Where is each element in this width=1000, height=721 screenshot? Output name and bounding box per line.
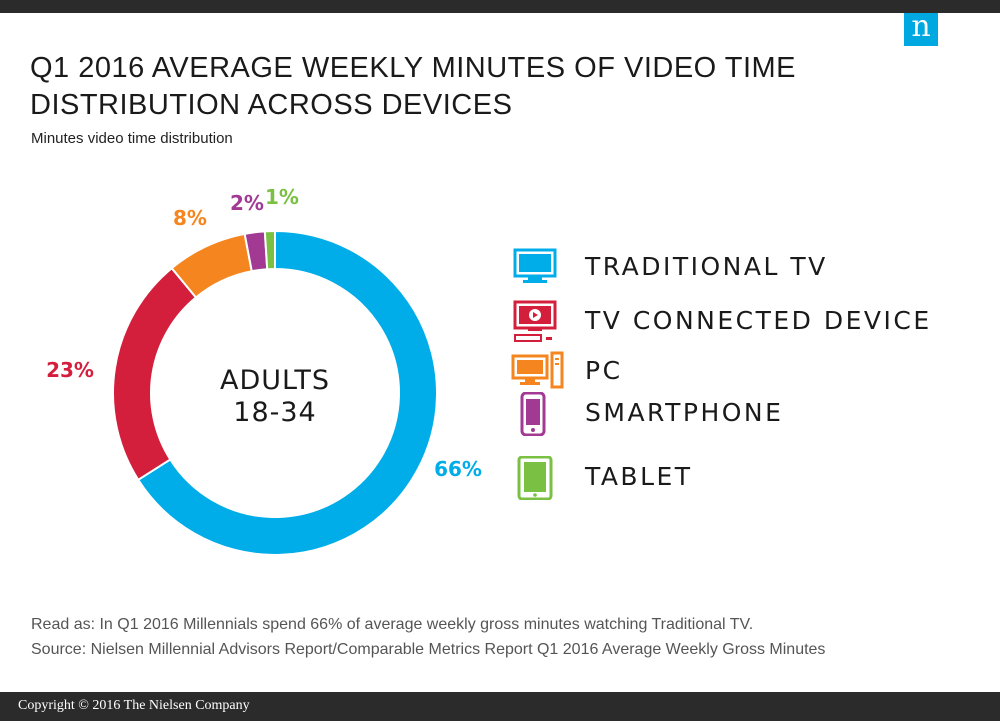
donut-value-label-tv-connected-device: 23% (46, 358, 94, 382)
copyright-text: Copyright © 2016 The Nielsen Company (18, 698, 250, 713)
tablet-icon (510, 455, 566, 501)
chart-subtitle: Minutes video time distribution (31, 130, 233, 147)
nielsen-logo: n (904, 12, 938, 46)
donut-slice-tablet (263, 229, 276, 271)
legend-label-traditional-tv: TRADITIONAL TV (585, 252, 828, 281)
donut-value-label-traditional-tv: 66% (434, 457, 482, 481)
tv-icon (510, 246, 566, 290)
read-as-note: Read as: In Q1 2016 Millennials spend 66… (31, 616, 754, 633)
chart-title: Q1 2016 AVERAGE WEEKLY MINUTES OF VIDEO … (30, 52, 797, 121)
donut-slice-tv-connected-device (112, 266, 198, 482)
donut-slices (112, 229, 438, 556)
legend: TRADITIONAL TV TV CONNECTED DEVICE PC SMART… (510, 240, 980, 510)
donut-slice-traditional-tv (136, 229, 438, 556)
donut-value-label-tablet: 1% (265, 185, 299, 209)
donut-center-label-line2: 18-34 (233, 397, 316, 428)
smartphone-icon (510, 391, 566, 437)
donut-value-labels: 66% 23% 8% 2% 1% (46, 185, 482, 481)
pc-icon (510, 350, 566, 394)
legend-label-pc: PC (585, 356, 623, 385)
donut-value-label-pc: 8% (173, 206, 207, 230)
legend-label-tablet: TABLET (585, 462, 693, 491)
top-bar (0, 0, 1000, 13)
donut-value-label-smartphone: 2% (230, 191, 264, 215)
footer-bar: Copyright © 2016 The Nielsen Company (0, 692, 1000, 721)
source-note: Source: Nielsen Millennial Advisors Repo… (31, 641, 826, 658)
legend-label-smartphone: SMARTPHONE (585, 398, 784, 427)
tv-connected-device-icon (510, 300, 566, 344)
legend-label-tv-connected-device: TV CONNECTED DEVICE (585, 306, 932, 335)
donut-chart: 66% 23% 8% 2% 1% ADULTS 18-34 (46, 185, 482, 556)
donut-center-label-line1: ADULTS (220, 365, 330, 396)
